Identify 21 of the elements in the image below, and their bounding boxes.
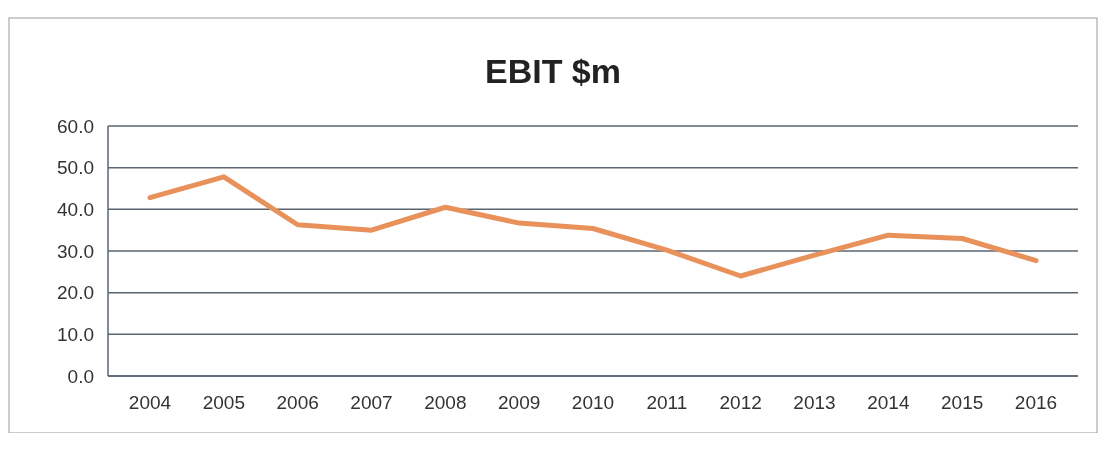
x-tick-label: 2008	[424, 392, 467, 413]
x-tick-label: 2004	[128, 392, 172, 413]
x-tick-label: 2006	[276, 392, 319, 413]
x-tick-label: 2012	[719, 392, 762, 413]
x-tick-label: 2011	[646, 392, 688, 413]
y-tick-label: 20.0	[57, 282, 94, 304]
x-tick-label: 2015	[941, 392, 984, 413]
x-tick-label: 2007	[350, 392, 393, 413]
chart-title: EBIT $m	[484, 52, 622, 90]
x-tick-label: 2014	[867, 392, 910, 413]
y-tick-label: 10.0	[57, 323, 94, 345]
x-tick-label: 2009	[498, 392, 541, 413]
y-tick-label: 50.0	[57, 157, 94, 179]
x-tick-label: 2010	[571, 392, 615, 413]
y-tick-label: 0.0	[67, 365, 94, 387]
y-tick-label: 30.0	[57, 240, 94, 262]
y-tick-label: 60.0	[57, 115, 94, 137]
x-tick-label: 2013	[793, 392, 836, 413]
x-tick-label: 2005	[202, 392, 245, 413]
y-tick-label: 40.0	[57, 198, 94, 220]
x-tick-label: 2016	[1014, 392, 1058, 413]
